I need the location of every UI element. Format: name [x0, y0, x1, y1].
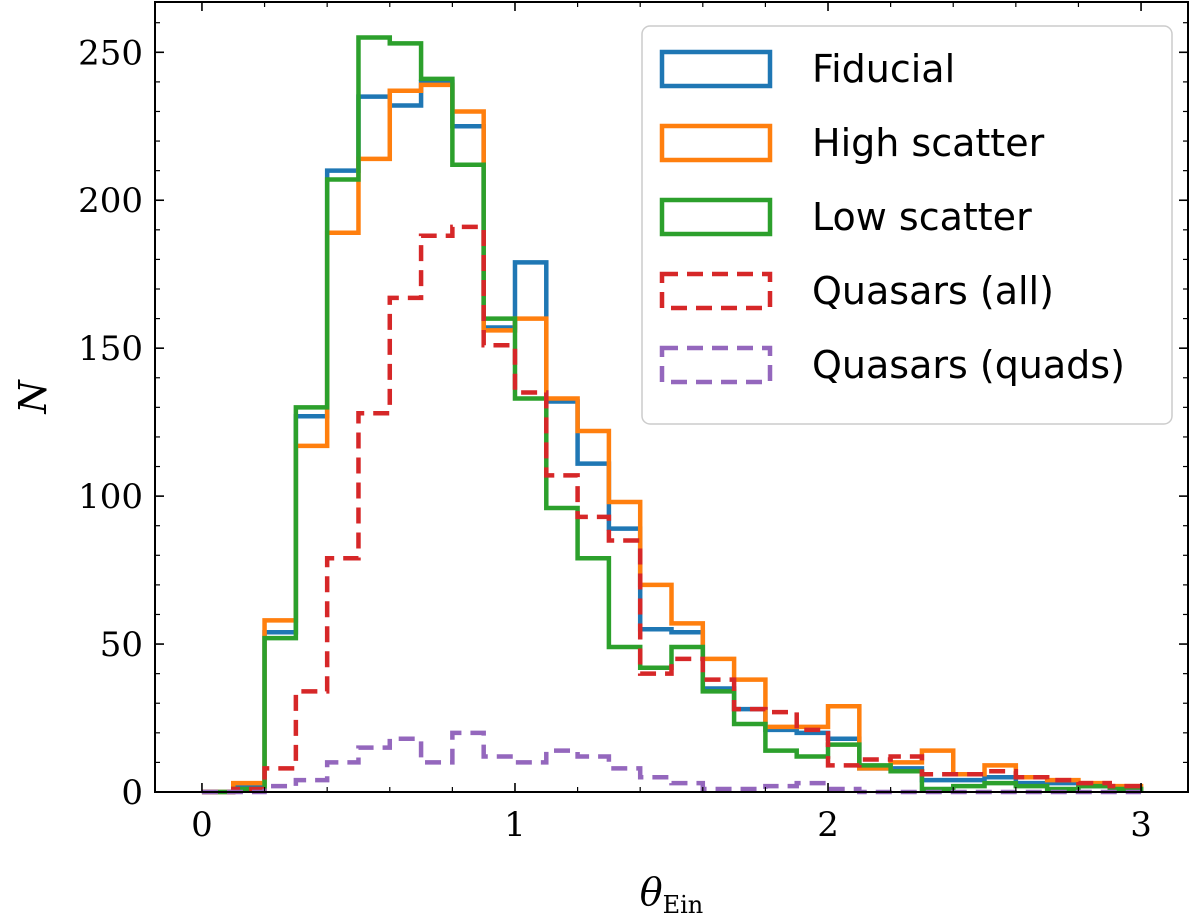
plot-frame	[154, 1, 1189, 793]
legend-entries: Fiducial High scatter Low scatter Quasars (…	[659, 47, 1125, 387]
x-axis-label: θEin	[640, 870, 704, 919]
legend-label: Quasars (quads)	[812, 343, 1125, 387]
legend-swatch	[659, 271, 773, 311]
y-tick-label: 200	[78, 181, 143, 221]
x-tick-label: 1	[504, 805, 526, 845]
x-tick-label: 0	[191, 805, 213, 845]
series-step-3	[201, 35, 1144, 795]
legend-swatch	[659, 49, 773, 89]
x-tick-label: 3	[1130, 805, 1152, 845]
x-axis-label-main: θ	[640, 870, 663, 914]
legend-swatch	[659, 123, 773, 163]
y-tick-label: 150	[78, 329, 143, 369]
y-tick-label: 50	[100, 625, 143, 665]
y-tick-label: 100	[78, 477, 143, 517]
y-tick-label: 0	[121, 773, 143, 813]
legend-label: Quasars (all)	[812, 269, 1054, 313]
legend-swatch	[659, 345, 773, 385]
legend-box	[641, 25, 1173, 425]
y-tick-label: 250	[78, 33, 143, 73]
legend-swatch	[659, 197, 773, 237]
x-tick-label: 2	[817, 805, 839, 845]
x-axis-label-subscript: Ein	[663, 891, 704, 919]
axis-ticks	[155, 2, 1188, 793]
axis-tick-labels: 0 1 2 3 0 50 100 150 200 250	[78, 33, 1152, 845]
series-step-4	[201, 224, 1144, 795]
legend-label: High scatter	[812, 121, 1045, 165]
legend-label: Low scatter	[812, 195, 1032, 239]
y-axis-label: N	[11, 379, 55, 415]
legend-label: Fiducial	[812, 47, 955, 91]
legend: Fiducial High scatter Low scatter Quasars (…	[641, 25, 1173, 425]
